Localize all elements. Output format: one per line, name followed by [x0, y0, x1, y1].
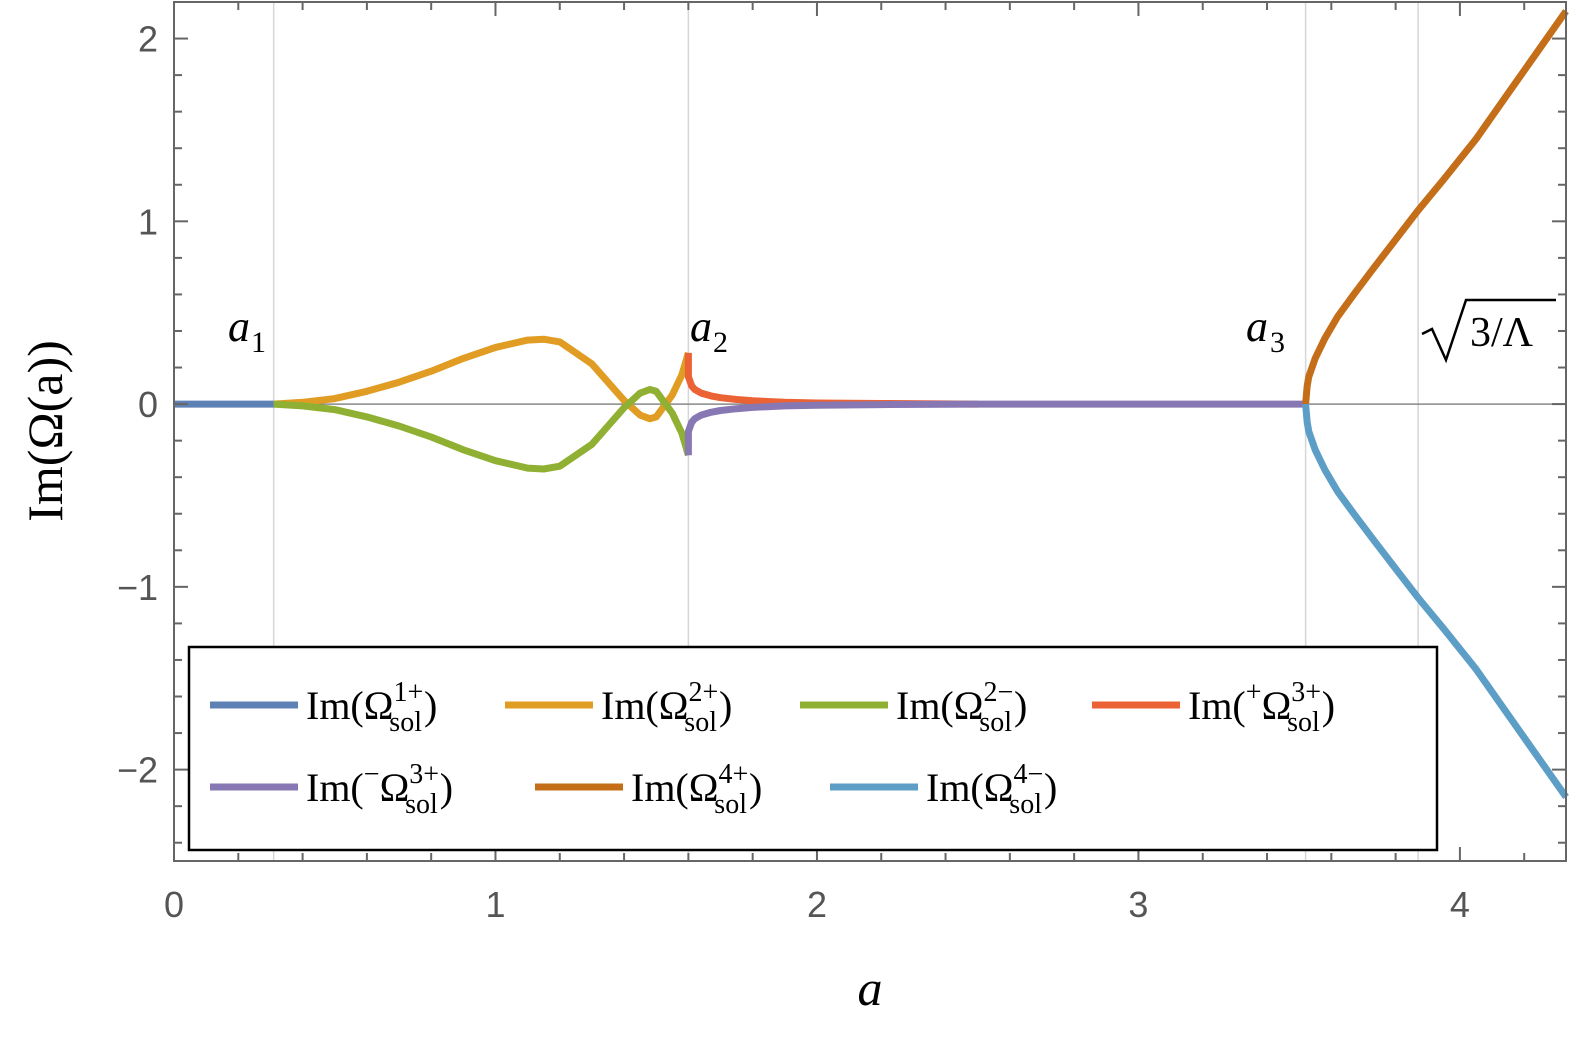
legend-label: Im(Ω2+ sol) [601, 677, 732, 738]
x-tick-label: 4 [1450, 884, 1470, 925]
series-layer [174, 9, 1569, 800]
tick-labels: 0 1 2 3 4 −2 −1 0 1 2 [117, 19, 1470, 925]
series-line-4 [684, 352, 978, 408]
sqrt-label: 3/Λ [1421, 298, 1556, 364]
legend-label: Im(Ω4+ sol) [631, 759, 762, 820]
x-axis-label: a [858, 960, 883, 1016]
a3-label: a 3 [1246, 302, 1285, 359]
svg-text:3/Λ: 3/Λ [1470, 310, 1534, 356]
y-tick-label: −2 [117, 750, 158, 791]
legend-box [187, 645, 1439, 852]
legend-entry: Im(Ω1+ sol) [210, 677, 437, 738]
legend-label: Im(+Ω3+ sol) [1188, 677, 1335, 738]
series-line-7 [1302, 403, 1569, 800]
svg-text:a: a [228, 302, 250, 351]
x-tick-label: 1 [485, 884, 505, 925]
y-tick-label: 0 [138, 384, 158, 425]
series-line-5 [684, 400, 1306, 456]
legend-label: Im(−Ω3+ sol) [306, 759, 453, 820]
svg-text:a: a [690, 302, 712, 351]
x-tick-label: 3 [1128, 884, 1148, 925]
legend-label: Im(Ω1+ sol) [306, 677, 437, 738]
legend: Im(Ω1+ sol) Im(Ω2+ sol) Im(Ω2− sol) Im(+Ω3+ sol… [187, 645, 1439, 852]
svg-text:a: a [1246, 302, 1268, 351]
legend-entry: Im(Ω4− sol) [830, 759, 1057, 820]
series-line-2 [273, 335, 692, 423]
a2-label: a 2 [690, 302, 728, 359]
y-axis-label: Im(Ω(a)) [17, 340, 73, 522]
legend-entry: Im(−Ω3+ sol) [210, 759, 453, 820]
series-line-6 [1302, 9, 1569, 405]
svg-text:3: 3 [1270, 326, 1285, 359]
x-tick-label: 0 [164, 884, 184, 925]
legend-entry: Im(Ω2− sol) [800, 677, 1027, 738]
sqrt-sign [1421, 298, 1556, 364]
series-line-3 [273, 386, 692, 473]
x-tick-label: 2 [807, 884, 827, 925]
plot-frame [173, 1, 1567, 862]
legend-entry: Im(Ω2+ sol) [505, 677, 732, 738]
legend-entry: Im(+Ω3+ sol) [1092, 677, 1335, 738]
svg-text:1: 1 [251, 326, 266, 359]
y-tick-label: 2 [138, 19, 158, 60]
svg-text:2: 2 [713, 326, 728, 359]
legend-label: Im(Ω4− sol) [926, 759, 1057, 820]
legend-entry: Im(Ω4+ sol) [535, 759, 762, 820]
axis-ticks [173, 1, 1566, 861]
legend-label: Im(Ω2− sol) [896, 677, 1027, 738]
a1-label: a 1 [228, 302, 266, 359]
y-tick-label: −1 [117, 567, 158, 608]
y-tick-label: 1 [138, 201, 158, 242]
